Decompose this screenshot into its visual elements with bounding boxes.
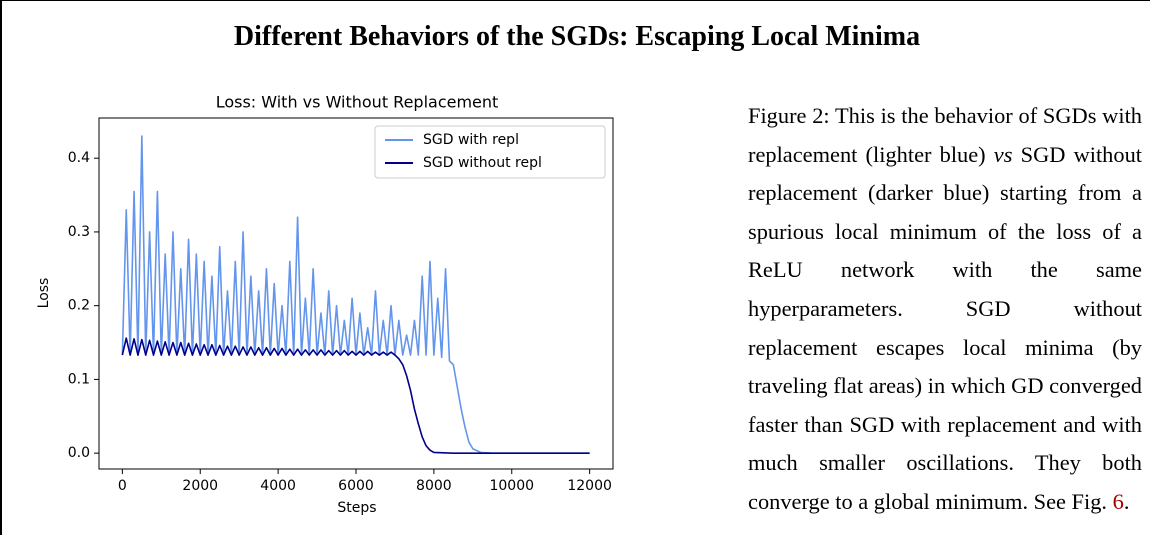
legend-box — [374, 125, 606, 179]
x-tick-label: 2000 — [182, 478, 218, 494]
series-line — [121, 337, 590, 454]
y-tick-label: 0.2 — [68, 298, 90, 314]
caption: Figure 2: This is the behavior of SGDs w… — [748, 97, 1142, 522]
caption-text: Figure 2: This is the behavior of SGDs w… — [748, 103, 1142, 167]
y-tick-label: 0.4 — [68, 150, 90, 166]
chart-title: Loss: With vs Without Replacement — [216, 93, 499, 112]
y-tick-label: 0.3 — [68, 224, 90, 240]
y-tick-label: 0.1 — [68, 371, 90, 387]
caption-emphasis: vs — [993, 141, 1013, 167]
x-tick-label: 10000 — [489, 478, 534, 494]
caption-text: . — [1123, 488, 1130, 514]
x-tick-label: 4000 — [260, 478, 296, 494]
legend-label: SGD without repl — [423, 155, 542, 171]
y-tick-label: 0.0 — [68, 445, 90, 461]
x-tick-label: 12000 — [567, 478, 612, 494]
chart: Loss: With vs Without Replacement Steps … — [36, 93, 614, 516]
x-tick-label: 8000 — [416, 478, 452, 494]
x-tick-label: 6000 — [338, 478, 374, 494]
page-title: Different Behaviors of the SGDs: Escapin… — [233, 21, 921, 52]
x-tick-label: 0 — [118, 478, 127, 494]
legend-label: SGD with repl — [423, 132, 519, 148]
y-axis-label: Loss — [36, 278, 52, 309]
caption-text: SGD without replacement (darker blue) st… — [748, 141, 1142, 514]
x-axis-label: Steps — [337, 500, 376, 516]
figure-link[interactable]: 6 — [1112, 488, 1124, 514]
plot-frame — [98, 117, 614, 470]
series-line — [121, 135, 590, 454]
